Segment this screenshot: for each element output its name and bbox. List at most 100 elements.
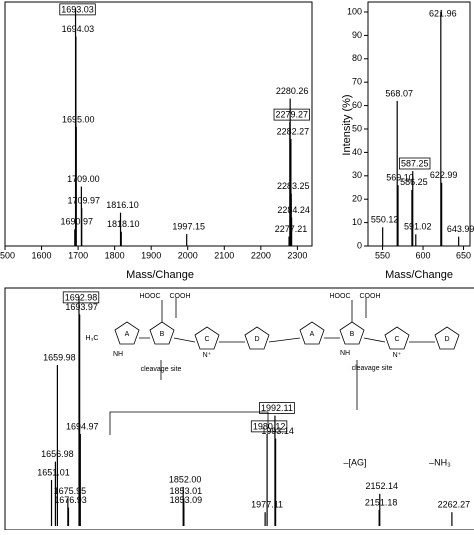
ring bbox=[244, 326, 270, 350]
y-tick-label: 60 bbox=[352, 100, 362, 110]
x-tick-label: 2300 bbox=[287, 250, 307, 260]
peak-label: 1693.03 bbox=[61, 4, 94, 14]
peak-label: 569.10 bbox=[386, 173, 414, 183]
peak-label: 1651.01 bbox=[37, 467, 70, 477]
label-box bbox=[259, 402, 295, 414]
y-tick-label: 80 bbox=[352, 53, 362, 63]
ring-label: B bbox=[350, 331, 355, 338]
peak-label: 1675.95 bbox=[54, 486, 87, 496]
ring bbox=[434, 326, 460, 350]
ring-label: B bbox=[160, 331, 165, 338]
peak-label: 2280.26 bbox=[276, 86, 309, 96]
annotation: –NH₃ bbox=[429, 457, 451, 467]
peak-label: 1818.10 bbox=[107, 219, 140, 229]
group-label: N⁺ bbox=[203, 352, 212, 359]
y-tick-label: 0 bbox=[357, 240, 362, 250]
ring bbox=[339, 321, 365, 345]
x-tick-label: 1900 bbox=[141, 250, 161, 260]
peak-label: 2262.27 bbox=[438, 500, 471, 510]
y-tick-label: 40 bbox=[352, 147, 362, 157]
label-box bbox=[250, 420, 288, 433]
peak-label: 622.99 bbox=[430, 170, 458, 180]
y-tick-label: 20 bbox=[352, 194, 362, 204]
y-axis-label: Intensity (%) bbox=[341, 94, 353, 155]
group-label: NH bbox=[113, 351, 123, 358]
peak-label: 1692.98 bbox=[65, 292, 98, 302]
peak-label: 2152.14 bbox=[365, 481, 398, 491]
peak-label: 587.25 bbox=[401, 158, 429, 168]
peak-label: 1709.97 bbox=[67, 195, 100, 205]
group-label: H₃C bbox=[86, 335, 99, 342]
label-box bbox=[399, 157, 431, 170]
ring bbox=[114, 321, 140, 345]
structure bbox=[109, 298, 460, 435]
ring-label: C bbox=[204, 336, 209, 343]
peak-label: 586.25 bbox=[400, 177, 428, 187]
peak-label: 1980.12 bbox=[253, 421, 286, 431]
peak-label: 568.07 bbox=[385, 88, 413, 98]
peak-label: 2284.24 bbox=[277, 205, 310, 215]
ring bbox=[384, 326, 410, 350]
peak-label: 2277.21 bbox=[275, 224, 308, 234]
peak-label: 1694.03 bbox=[62, 24, 95, 34]
peak-label: 1853.09 bbox=[170, 495, 203, 505]
x-tick-label: 1600 bbox=[32, 250, 52, 260]
peak-label: 1853.01 bbox=[170, 486, 203, 496]
peak-label: 2279.27 bbox=[276, 110, 309, 120]
peak-label: 1852.00 bbox=[169, 474, 202, 484]
y-tick-label: 90 bbox=[352, 30, 362, 40]
y-tick-label: 100 bbox=[347, 6, 362, 16]
y-tick-label: 50 bbox=[352, 123, 362, 133]
peak-label: 550.12 bbox=[371, 215, 399, 225]
group-label: COOH bbox=[170, 293, 191, 300]
peak-label: 1693.97 bbox=[65, 302, 98, 312]
x-tick-label: 2200 bbox=[251, 250, 271, 260]
ring bbox=[194, 326, 220, 350]
ring-label: D bbox=[444, 336, 449, 343]
y-tick-label: 30 bbox=[352, 170, 362, 180]
panel-frame bbox=[4, 1, 313, 247]
peak-label: 1993.14 bbox=[261, 426, 294, 436]
peak-label: 1676.93 bbox=[54, 495, 87, 505]
peak-label: 2283.25 bbox=[277, 181, 310, 191]
bond bbox=[161, 298, 367, 322]
group-label: COOH bbox=[360, 293, 381, 300]
x-tick-label: 1800 bbox=[105, 250, 125, 260]
peak-label: 2151.18 bbox=[365, 497, 398, 507]
x-tick-label: 600 bbox=[416, 250, 431, 260]
peak-label: 621.96 bbox=[429, 8, 457, 18]
group-label: N⁺ bbox=[393, 352, 402, 359]
ring-label: A bbox=[310, 331, 315, 338]
x-tick-label: 2000 bbox=[178, 250, 198, 260]
ring-label: A bbox=[125, 331, 130, 338]
peak-label: 1816.10 bbox=[106, 200, 139, 210]
peak-label: 1709.00 bbox=[67, 174, 100, 184]
x-axis-label: Mass/Change bbox=[126, 269, 194, 281]
peak-label: 1694.97 bbox=[66, 421, 99, 431]
x-tick-label: 550 bbox=[375, 250, 390, 260]
bond bbox=[139, 337, 435, 343]
peak-label: 2282.27 bbox=[277, 126, 310, 136]
peak-label: 591.02 bbox=[404, 222, 432, 232]
label-box bbox=[273, 108, 310, 121]
panel-frame bbox=[367, 1, 471, 247]
y-tick-label: 70 bbox=[352, 77, 362, 87]
group-label: NH bbox=[340, 350, 350, 357]
cleavage-line bbox=[160, 360, 358, 410]
x-tick-label: 1700 bbox=[68, 250, 88, 260]
peak-label: 1992.11 bbox=[261, 403, 293, 413]
peak-label: 643.99 bbox=[447, 224, 474, 234]
label-box bbox=[62, 291, 100, 304]
annotation: –[AG] bbox=[343, 457, 366, 467]
y-tick-label: 10 bbox=[352, 217, 362, 227]
x-tick-label: 650 bbox=[456, 250, 471, 260]
cleavage-label: cleavage site bbox=[352, 365, 393, 372]
x-tick-label: 2100 bbox=[214, 250, 234, 260]
peak-label: 1659.98 bbox=[43, 352, 76, 362]
group-label: HOOC bbox=[140, 293, 161, 300]
group-label: HOOC bbox=[330, 293, 351, 300]
peak-label: 1695.00 bbox=[62, 114, 95, 124]
x-axis-label: Mass/Change bbox=[385, 269, 453, 281]
ring bbox=[149, 321, 175, 345]
